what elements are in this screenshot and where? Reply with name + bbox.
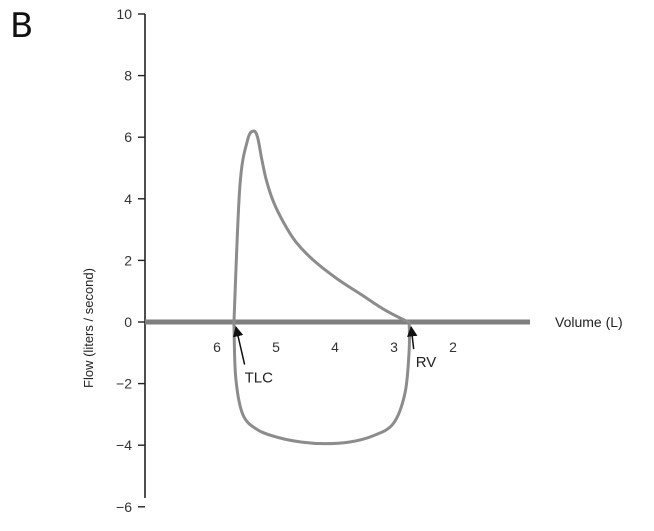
rv-arrow	[407, 325, 418, 350]
x-tick-label: 6	[213, 339, 221, 355]
tlc-arrow	[232, 325, 246, 365]
ticks-layer: 10 8 6 4 2 0 −2 −4 −6 6 5 4 3 2	[116, 6, 457, 515]
x-tick-label: 3	[390, 339, 398, 355]
expiratory-curve	[232, 129, 411, 324]
y-tick-label: 4	[124, 191, 132, 207]
x-tick-label: 5	[272, 339, 280, 355]
x-axis-label: Volume (L)	[555, 314, 623, 330]
y-tick-label: 10	[116, 6, 132, 22]
annotations-layer: TLC RV	[232, 325, 437, 387]
y-tick-label: 0	[124, 314, 132, 330]
series-layer	[232, 129, 411, 446]
y-tick-label: −6	[116, 499, 132, 515]
y-axis-label: Flow (liters / second)	[81, 268, 96, 388]
x-tick-label: 4	[331, 339, 339, 355]
tlc-label: TLC	[245, 370, 274, 387]
panel-letter: B	[10, 6, 34, 46]
y-tick-label: −2	[116, 376, 132, 392]
x-tick-label: 2	[449, 339, 457, 355]
inspiratory-curve	[232, 320, 411, 446]
rv-label: RV	[416, 354, 437, 371]
y-tick-label: 6	[124, 129, 132, 145]
y-tick-label: 8	[124, 68, 132, 84]
y-tick-label: 2	[124, 252, 132, 268]
y-tick-label: −4	[116, 437, 132, 453]
